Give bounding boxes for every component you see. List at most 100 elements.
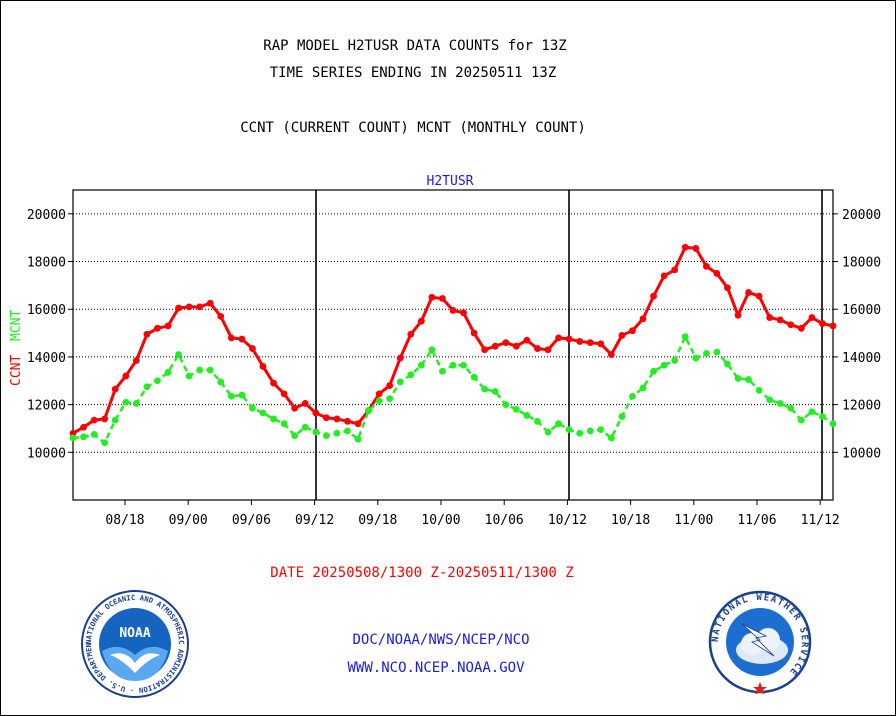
x-axis: 08/18 09/00 09/06 09/12 09/18 10/00 10/06 10/12… <box>105 500 840 528</box>
point-ccnt <box>386 382 394 389</box>
point-mcnt <box>544 428 552 436</box>
y-tick-label: 10000 <box>27 446 66 461</box>
x-tick-label: 11/06 <box>737 513 776 528</box>
point-mcnt <box>819 413 826 420</box>
point-mcnt <box>291 432 299 440</box>
point-mcnt <box>154 377 161 385</box>
point-mcnt <box>185 372 193 380</box>
point-mcnt <box>396 378 404 386</box>
point-ccnt <box>565 335 573 343</box>
point-mcnt <box>365 407 372 414</box>
point-ccnt <box>280 390 288 398</box>
point-mcnt <box>576 429 584 437</box>
y-tick-label: 18000 <box>27 256 66 271</box>
point-ccnt <box>375 390 383 398</box>
point-mcnt <box>101 439 109 447</box>
point-ccnt <box>270 379 277 387</box>
point-mcnt <box>227 392 235 400</box>
point-ccnt <box>586 339 594 347</box>
point-mcnt <box>481 385 489 393</box>
point-mcnt <box>90 431 98 438</box>
point-mcnt <box>196 366 204 374</box>
point-mcnt <box>776 400 784 407</box>
point-mcnt <box>713 348 721 356</box>
point-mcnt <box>217 378 225 386</box>
point-ccnt <box>238 335 246 343</box>
point-ccnt <box>333 415 341 423</box>
point-mcnt <box>375 397 383 405</box>
point-mcnt <box>650 367 657 375</box>
point-ccnt <box>481 346 489 354</box>
point-ccnt <box>544 346 552 354</box>
point-ccnt <box>80 423 87 431</box>
x-tick-label: 10/18 <box>611 513 650 528</box>
point-ccnt <box>819 320 826 327</box>
point-ccnt <box>417 317 425 325</box>
y-tick-label: 14000 <box>842 351 881 366</box>
point-ccnt <box>428 293 436 301</box>
point-mcnt <box>132 400 140 407</box>
y-tick-label: 10000 <box>842 446 881 461</box>
point-mcnt <box>681 333 689 341</box>
point-mcnt <box>671 357 679 364</box>
point-mcnt <box>565 426 573 434</box>
y-axis-right: 10000 12000 14000 16000 18000 20000 <box>833 208 881 461</box>
point-mcnt <box>238 391 246 399</box>
title-line-2: TIME SERIES ENDING IN 20250511 13Z <box>269 65 557 81</box>
point-ccnt <box>671 266 679 274</box>
point-mcnt <box>333 429 341 437</box>
point-ccnt <box>797 324 805 332</box>
point-ccnt <box>301 400 309 407</box>
point-ccnt <box>217 312 225 320</box>
point-ccnt <box>491 342 499 350</box>
point-ccnt <box>344 417 351 425</box>
point-mcnt <box>534 417 541 425</box>
h2tusr-chart: H2TUSR 10000 12000 14000 16000 18000 20000 10… <box>9 174 881 528</box>
x-tick-label: 10/06 <box>485 513 524 528</box>
point-ccnt <box>808 314 816 321</box>
nws-logo: NATIONAL WEATHER SERVICE <box>708 590 812 694</box>
date-range: DATE 20250508/1300 Z-20250511/1300 Z <box>270 565 574 581</box>
point-ccnt <box>512 342 520 350</box>
noaa-logo: NATIONAL OCEANIC AND ATMOSPHERIC ADMINIS… <box>80 589 189 698</box>
point-mcnt <box>512 405 520 413</box>
y-tick-label: 14000 <box>27 351 66 366</box>
y-tick-label: 12000 <box>842 399 881 414</box>
point-ccnt <box>734 311 742 319</box>
point-mcnt <box>555 420 562 428</box>
x-tick-label: 09/06 <box>232 513 271 528</box>
point-ccnt <box>829 322 837 330</box>
org-label: DOC/NOAA/NWS/NCEP/NCO <box>352 632 530 648</box>
x-tick-label: 09/12 <box>295 513 334 528</box>
y-tick-label: 18000 <box>842 256 881 271</box>
point-mcnt <box>80 433 87 441</box>
point-ccnt <box>132 357 140 364</box>
point-ccnt <box>206 299 214 307</box>
x-tick-label: 10/00 <box>421 513 460 528</box>
y-label-mcnt: MCNT <box>9 310 24 341</box>
point-mcnt <box>787 404 795 412</box>
point-ccnt <box>101 415 109 423</box>
point-ccnt <box>555 334 562 342</box>
point-mcnt <box>523 411 531 419</box>
point-mcnt <box>439 367 446 375</box>
point-mcnt <box>639 384 647 392</box>
point-ccnt <box>523 336 531 344</box>
point-mcnt <box>270 415 277 423</box>
point-mcnt <box>122 398 130 406</box>
point-mcnt <box>322 432 330 440</box>
series-group <box>69 243 837 447</box>
y-label-ccnt: CCNT <box>9 355 24 386</box>
y-tick-label: 20000 <box>842 208 881 223</box>
point-ccnt <box>407 330 415 338</box>
point-ccnt <box>650 292 657 300</box>
point-ccnt <box>470 329 478 337</box>
chart-title: H2TUSR <box>427 174 474 189</box>
point-ccnt <box>660 272 668 280</box>
point-ccnt <box>312 409 320 417</box>
point-mcnt <box>618 413 626 420</box>
x-tick-label: 08/18 <box>105 513 144 528</box>
website-link[interactable]: WWW.NCO.NCEP.NOAA.GOV <box>347 660 525 676</box>
point-mcnt <box>829 420 837 428</box>
point-ccnt <box>502 339 510 347</box>
